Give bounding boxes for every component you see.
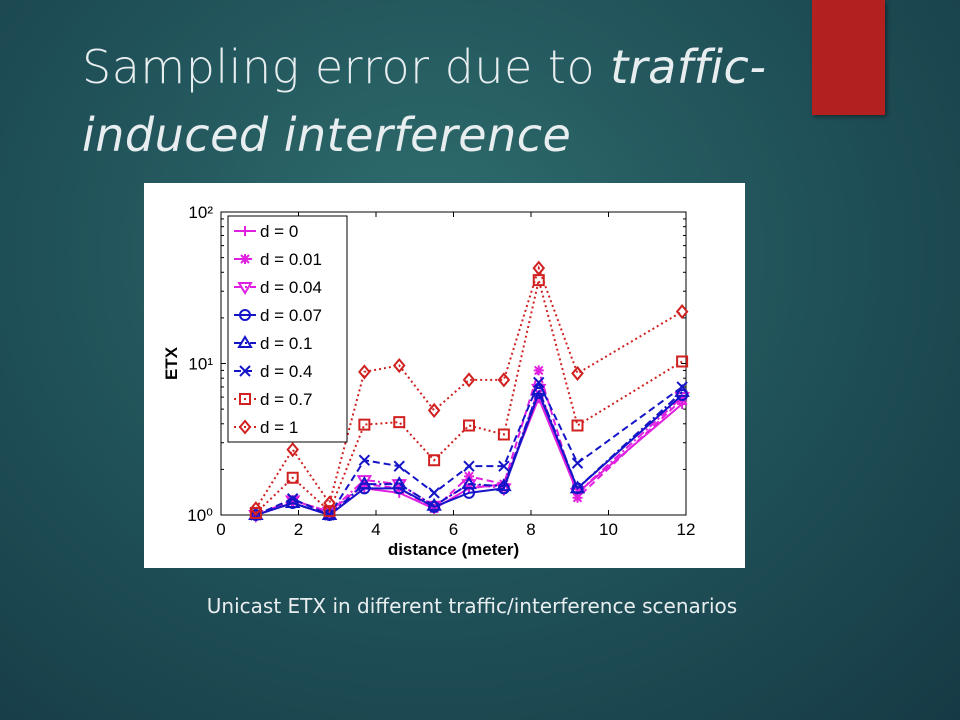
legend-marker	[240, 254, 250, 264]
data-point	[532, 260, 546, 276]
x-tick-label: 6	[449, 520, 458, 539]
data-point	[428, 487, 440, 499]
legend: d = 0 d = 0.01 d = 0.04 d = 0.07 d = 0.1 d = …	[227, 215, 348, 443]
legend-label: d = 0.07	[260, 306, 322, 325]
legend-label: d = 0.1	[260, 334, 312, 353]
data-point	[676, 355, 689, 368]
data-point	[497, 372, 511, 388]
legend-marker	[240, 226, 250, 236]
legend-label: d = 0.01	[260, 250, 322, 269]
data-point	[286, 442, 299, 458]
legend-marker	[239, 365, 251, 377]
chart: 0 2 4 6 8 10 12 10⁰ 10¹ 10² distance (meter) ETX d =…	[162, 203, 696, 559]
title-text: traffic-	[610, 40, 767, 94]
data-point	[323, 509, 336, 521]
series-line	[255, 279, 683, 514]
title-line: induced interference	[82, 108, 572, 162]
legend-marker	[238, 419, 252, 435]
data-point	[323, 495, 336, 511]
data-point	[391, 476, 408, 490]
legend-marker	[239, 393, 251, 405]
y-tick-label: 10²	[188, 203, 213, 222]
accent-bar	[812, 0, 885, 115]
x-tick-label: 12	[677, 520, 696, 539]
data-point	[393, 416, 406, 429]
legend-label: d = 0.4	[260, 362, 312, 381]
data-point	[356, 475, 373, 489]
data-point	[393, 460, 405, 472]
data-point	[676, 381, 688, 393]
legend-marker	[237, 282, 253, 295]
data-point	[356, 476, 373, 490]
data-point	[497, 428, 510, 441]
data-point	[426, 497, 442, 511]
data-point	[429, 503, 440, 514]
data-point	[463, 419, 475, 432]
x-tick-label: 4	[371, 520, 380, 539]
data-point	[533, 365, 544, 376]
legend-label: d = 0	[260, 222, 298, 241]
data-point	[249, 507, 262, 520]
x-tick-label: 10	[599, 520, 618, 539]
y-tick-label: 10⁰	[187, 506, 213, 525]
y-tick-label: 10¹	[188, 355, 213, 374]
data-point	[571, 365, 584, 381]
x-tick-label: 2	[294, 520, 303, 539]
series-line	[255, 387, 683, 517]
data-point	[392, 357, 406, 374]
y-axis-label: ETX	[162, 346, 181, 380]
legend-marker	[239, 309, 251, 321]
data-point	[571, 457, 584, 469]
data-point	[533, 376, 545, 389]
data-point	[358, 364, 371, 380]
data-point	[358, 454, 371, 466]
legend-marker	[237, 335, 253, 348]
data-point	[249, 501, 263, 517]
legend-label: d = 0.7	[260, 390, 312, 409]
x-tick-label: 0	[216, 520, 225, 539]
data-point	[498, 460, 510, 472]
data-point	[463, 460, 475, 472]
data-point	[571, 419, 584, 432]
title-text: Sampling error due to	[82, 40, 611, 94]
title-line: Sampling error due to traffic-	[82, 40, 766, 94]
data-point	[461, 476, 477, 490]
data-point	[569, 480, 586, 494]
data-point	[286, 471, 299, 484]
caption: Unicast ETX in different traffic/interfe…	[206, 594, 738, 618]
data-point	[428, 454, 441, 467]
data-point	[286, 493, 299, 505]
data-point	[496, 478, 512, 492]
x-tick-label: 8	[526, 520, 535, 539]
data-point	[358, 418, 371, 431]
legend-label: d = 1	[260, 418, 298, 437]
legend-label: d = 0.04	[260, 278, 322, 297]
data-point	[427, 402, 441, 418]
data-point	[675, 304, 689, 320]
chart-box: 0 2 4 6 8 10 12 10⁰ 10¹ 10² distance (meter) ETX d =…	[144, 183, 745, 568]
data-point	[462, 372, 476, 388]
x-axis-label: distance (meter)	[388, 540, 519, 559]
